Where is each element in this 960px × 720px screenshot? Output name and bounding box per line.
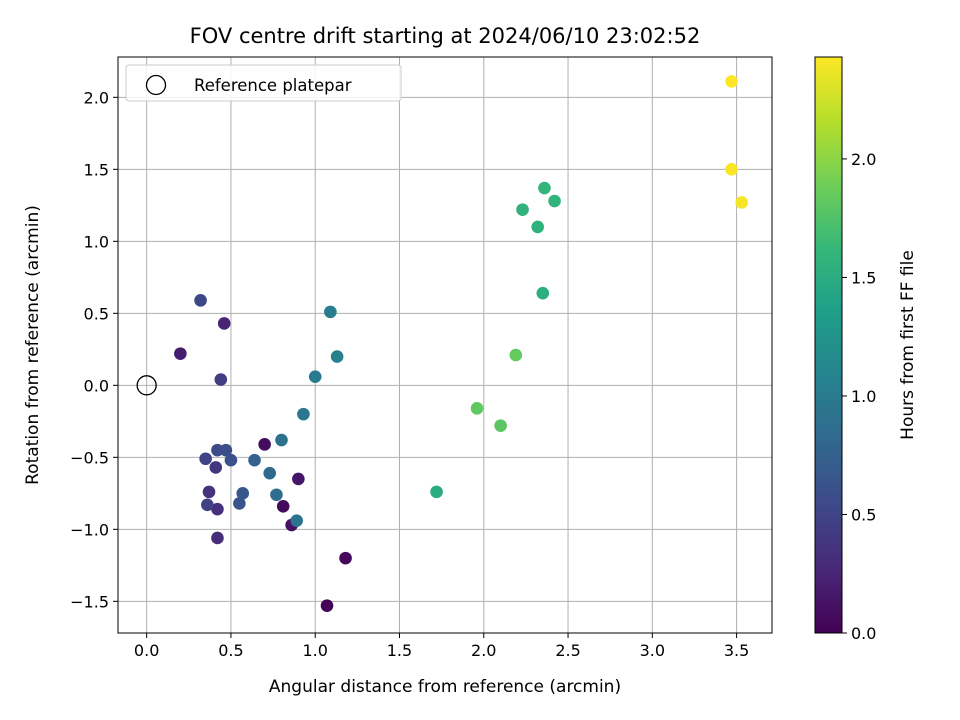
- data-point: [224, 453, 238, 467]
- x-tick-label: 2.5: [555, 641, 580, 660]
- colorbar-ticks: 0.0 0.5 1.0 1.5 2.0: [842, 150, 876, 643]
- legend: Reference platepar: [125, 64, 402, 102]
- x-tick-label: 3.5: [724, 641, 749, 660]
- chart-title: FOV centre drift starting at 2024/06/10 …: [190, 24, 701, 48]
- data-point: [248, 453, 261, 467]
- y-tick-label: 0.5: [84, 304, 109, 323]
- data-point: [211, 531, 224, 545]
- data-point: [324, 305, 337, 319]
- grid-lines: [118, 57, 772, 633]
- y-tick-label: −1.0: [70, 520, 109, 539]
- data-point: [430, 485, 443, 499]
- data-point: [320, 599, 334, 612]
- colorbar: 0.0 0.5 1.0 1.5 2.0 Hours from first FF file: [814, 56, 918, 643]
- data-point: [219, 443, 233, 457]
- data-point: [538, 181, 551, 195]
- y-tick-label: 1.5: [84, 160, 109, 179]
- data-point: [725, 75, 738, 88]
- data-point: [211, 502, 224, 516]
- colorbar-tick-label: 0.0: [851, 624, 876, 643]
- colorbar-label: Hours from first FF file: [898, 250, 918, 440]
- data-point: [275, 433, 288, 447]
- y-axis-label: Rotation from reference (arcmin): [23, 205, 43, 485]
- data-point: [292, 472, 305, 486]
- data-point: [470, 402, 484, 415]
- x-axis-ticks: 0.0 0.5 1.0 1.5 2.0 2.5 3.0 3.5: [134, 633, 749, 660]
- data-point: [270, 488, 283, 502]
- y-axis-ticks: −1.5 −1.0 −0.5 0.0 0.5 1.0 1.5 2.0: [70, 88, 118, 611]
- data-point: [217, 317, 231, 330]
- x-tick-label: 3.0: [640, 641, 665, 660]
- data-point: [202, 485, 216, 499]
- data-point: [214, 373, 228, 386]
- legend-entry-reference: Reference platepar: [194, 76, 352, 95]
- y-tick-label: 0.0: [84, 376, 109, 395]
- reference-marker: [136, 375, 157, 396]
- data-point: [516, 203, 529, 216]
- data-points: [174, 75, 748, 612]
- data-point: [263, 466, 277, 480]
- y-tick-label: 1.0: [84, 232, 109, 251]
- y-tick-label: −0.5: [70, 448, 109, 467]
- data-point: [494, 419, 507, 432]
- x-tick-label: 2.0: [471, 641, 496, 660]
- data-point: [297, 407, 310, 421]
- colorbar-tick-label: 0.5: [851, 505, 876, 524]
- data-point: [548, 194, 561, 208]
- x-tick-label: 1.5: [387, 641, 412, 660]
- data-point: [209, 461, 223, 474]
- data-point: [194, 294, 207, 307]
- data-point: [258, 438, 271, 451]
- data-point: [725, 163, 738, 176]
- data-point: [531, 220, 545, 234]
- x-tick-label: 1.0: [302, 641, 327, 660]
- legend-box: [125, 64, 402, 102]
- data-point: [330, 350, 344, 363]
- data-point: [290, 514, 303, 527]
- x-tick-label: 0.0: [134, 641, 159, 660]
- colorbar-gradient: [814, 56, 843, 634]
- data-point: [735, 196, 748, 209]
- data-point: [509, 348, 523, 362]
- data-point: [276, 499, 290, 513]
- data-point: [236, 487, 250, 500]
- x-tick-label: 0.5: [218, 641, 243, 660]
- data-point: [174, 347, 187, 360]
- reference-platepar-point: [136, 375, 157, 396]
- y-tick-label: 2.0: [84, 88, 109, 107]
- x-axis-label: Angular distance from reference (arcmin): [269, 677, 621, 697]
- y-tick-label: −1.5: [70, 592, 109, 611]
- data-point: [536, 286, 550, 300]
- legend-reference-marker: [145, 74, 167, 96]
- data-point: [201, 498, 214, 512]
- colorbar-tick-label: 2.0: [851, 150, 876, 169]
- data-point: [308, 370, 322, 383]
- colorbar-tick-label: 1.5: [851, 268, 876, 287]
- colorbar-tick-label: 1.0: [851, 387, 876, 406]
- data-point: [339, 551, 352, 565]
- data-point: [233, 497, 246, 510]
- data-point: [199, 452, 212, 466]
- plot-frame: [117, 56, 773, 634]
